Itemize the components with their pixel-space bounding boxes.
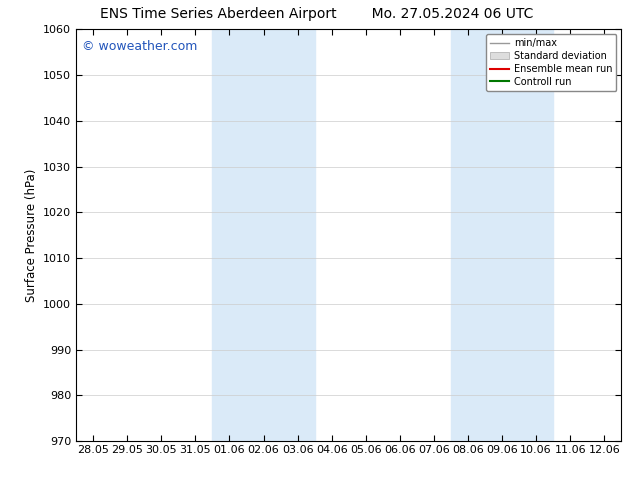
Legend: min/max, Standard deviation, Ensemble mean run, Controll run: min/max, Standard deviation, Ensemble me… [486, 34, 616, 91]
Text: © woweather.com: © woweather.com [82, 40, 197, 53]
Y-axis label: Surface Pressure (hPa): Surface Pressure (hPa) [25, 169, 37, 302]
Text: ENS Time Series Aberdeen Airport        Mo. 27.05.2024 06 UTC: ENS Time Series Aberdeen Airport Mo. 27.… [100, 7, 534, 22]
Bar [212, 29, 314, 441]
Bar [451, 29, 553, 441]
